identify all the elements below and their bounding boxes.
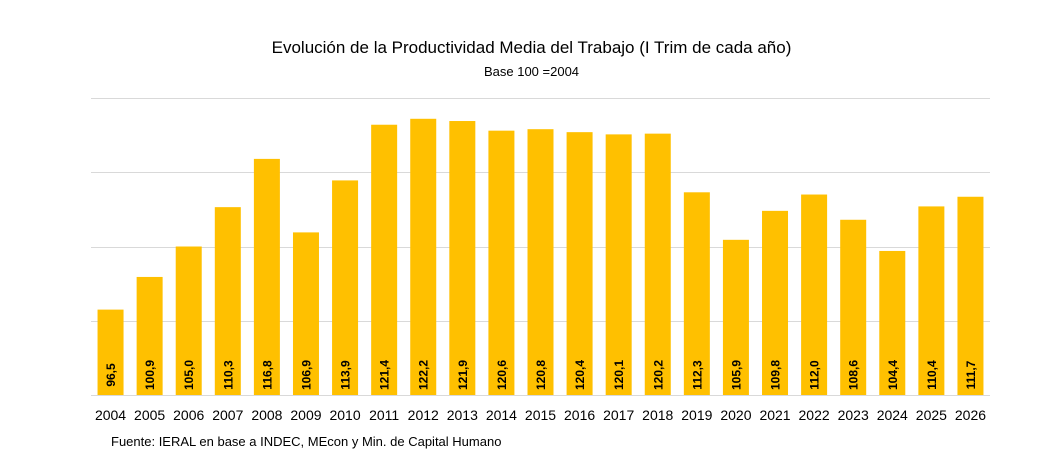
x-tick-2015: 2015 xyxy=(525,407,556,423)
chart-subtitle: Base 100 =2004 xyxy=(483,64,580,79)
x-tick-2019: 2019 xyxy=(681,407,712,423)
bar-2021 xyxy=(762,210,789,395)
data-label-2021: 109,8 xyxy=(769,360,783,390)
data-label-2016: 120,4 xyxy=(573,360,587,390)
source-note: Fuente: IERAL en base a INDEC, MEcon y M… xyxy=(111,434,502,449)
x-tick-2020: 2020 xyxy=(720,407,751,423)
x-tick-2017: 2017 xyxy=(603,407,634,423)
bar-2012 xyxy=(410,118,437,395)
data-label-2006: 105,0 xyxy=(182,360,196,390)
x-tick-2006: 2006 xyxy=(173,407,204,423)
bar-2011 xyxy=(371,124,398,395)
data-label-2012: 122,2 xyxy=(417,360,431,390)
x-tick-2007: 2007 xyxy=(212,407,243,423)
data-label-2026: 111,7 xyxy=(964,360,978,389)
data-label-2023: 108,6 xyxy=(847,360,861,390)
data-label-2010: 113,9 xyxy=(339,360,353,390)
data-label-2024: 104,4 xyxy=(886,360,900,390)
bar-2019 xyxy=(683,192,710,395)
bar-2014 xyxy=(488,130,515,396)
bar-2024 xyxy=(879,250,906,395)
bar-2010 xyxy=(332,180,359,395)
bar-2005 xyxy=(136,276,163,395)
x-tick-2009: 2009 xyxy=(290,407,321,423)
bar-2009 xyxy=(292,232,319,395)
bar-2023 xyxy=(840,219,867,395)
bar-2013 xyxy=(449,121,476,395)
x-tick-2004: 2004 xyxy=(95,407,126,423)
data-label-2013: 121,9 xyxy=(456,360,470,390)
x-tick-2016: 2016 xyxy=(564,407,595,423)
bars xyxy=(97,118,984,396)
bar-2004 xyxy=(97,309,124,395)
data-label-2005: 100,9 xyxy=(143,360,157,390)
bar-2026 xyxy=(957,196,984,395)
data-label-2019: 112,3 xyxy=(690,360,704,390)
bar-2017 xyxy=(605,134,632,395)
data-label-2011: 121,4 xyxy=(378,360,392,390)
data-label-2007: 110,3 xyxy=(221,360,235,390)
bar-2018 xyxy=(644,133,671,395)
bar-2016 xyxy=(566,132,593,395)
bar-2025 xyxy=(918,206,945,395)
x-tick-2021: 2021 xyxy=(759,407,790,423)
bar-2015 xyxy=(527,129,554,395)
data-label-2022: 112,0 xyxy=(808,360,822,390)
data-label-2020: 105,9 xyxy=(729,360,743,390)
data-labels: 96,5 100,9 105,0 110,3 116,8 106,9 113,9 121,4 1… xyxy=(104,360,978,390)
data-label-2008: 116,8 xyxy=(260,360,274,390)
bar-2020 xyxy=(722,239,749,395)
x-tick-2014: 2014 xyxy=(486,407,517,423)
x-tick-2022: 2022 xyxy=(799,407,830,423)
x-tick-2008: 2008 xyxy=(251,407,282,423)
bar-2008 xyxy=(253,158,280,395)
x-tick-2013: 2013 xyxy=(447,407,478,423)
bar-2006 xyxy=(175,246,202,395)
x-tick-2012: 2012 xyxy=(408,407,439,423)
data-label-2014: 120,6 xyxy=(495,360,509,390)
x-tick-labels: 2004 2005 2006 2007 2008 2009 2010 2011 2012 2013… xyxy=(95,407,986,423)
x-tick-2026: 2026 xyxy=(955,407,986,423)
data-label-2025: 110,4 xyxy=(925,360,939,390)
bar-2022 xyxy=(801,194,828,395)
data-label-2009: 106,9 xyxy=(299,360,313,390)
x-tick-2010: 2010 xyxy=(329,407,360,423)
data-label-2018: 120,2 xyxy=(651,360,665,390)
x-tick-2018: 2018 xyxy=(642,407,673,423)
chart-title: Evolución de la Productividad Media del … xyxy=(271,38,792,57)
data-label-2017: 120,1 xyxy=(612,360,626,390)
x-tick-2023: 2023 xyxy=(838,407,869,423)
data-label-2004: 96,5 xyxy=(104,363,118,387)
x-tick-2024: 2024 xyxy=(877,407,908,423)
x-tick-2005: 2005 xyxy=(134,407,165,423)
data-label-2015: 120,8 xyxy=(534,360,548,390)
x-tick-2011: 2011 xyxy=(369,407,399,423)
x-tick-2025: 2025 xyxy=(916,407,947,423)
bar-2007 xyxy=(214,207,241,395)
